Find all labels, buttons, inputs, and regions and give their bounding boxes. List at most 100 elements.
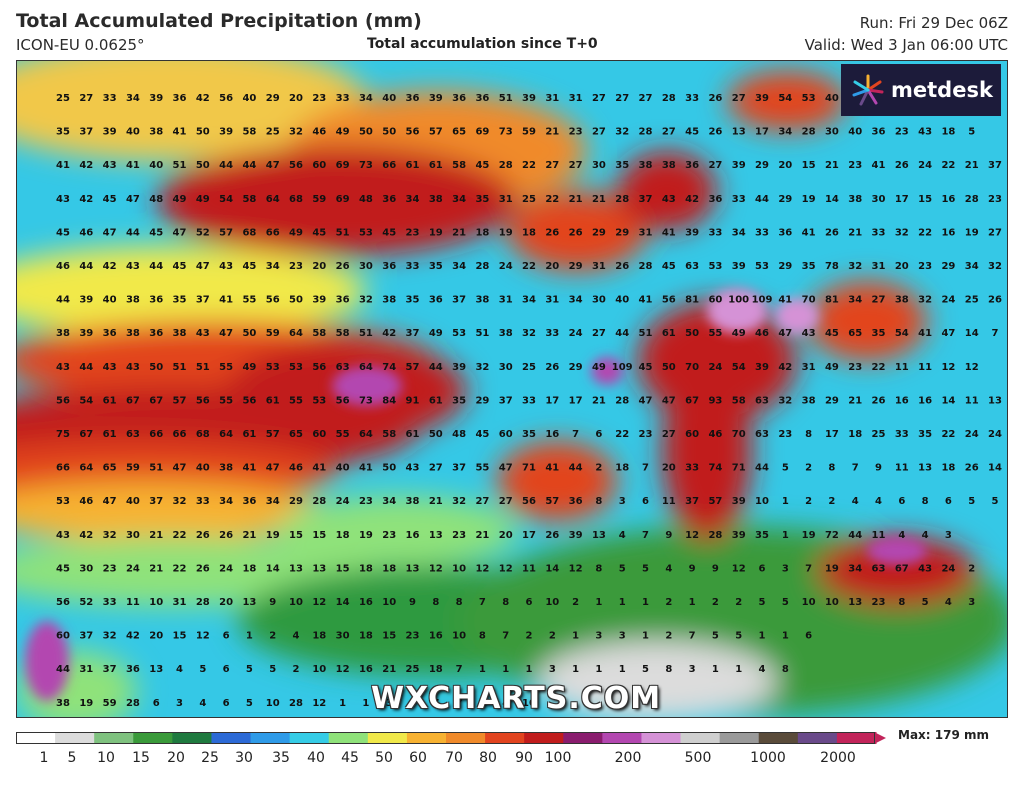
precip-value: 40 xyxy=(196,463,210,474)
precip-value: 56 xyxy=(522,496,536,507)
precip-value: 57 xyxy=(219,227,233,238)
precip-value: 45 xyxy=(475,429,489,440)
precip-value: 6 xyxy=(805,631,812,642)
precip-value: 32 xyxy=(615,127,629,138)
precip-value: 73 xyxy=(359,395,373,406)
precip-value: 39 xyxy=(685,227,699,238)
scale-segment xyxy=(406,732,447,744)
scale-segment xyxy=(94,732,134,744)
precip-value: 39 xyxy=(732,261,746,272)
precip-value: 64 xyxy=(266,194,280,205)
precip-value: 47 xyxy=(219,328,233,339)
precip-value: 50 xyxy=(196,127,210,138)
precip-value: 48 xyxy=(359,194,373,205)
precip-value: 73 xyxy=(359,160,373,171)
precip-value: 33 xyxy=(685,463,699,474)
precip-value: 33 xyxy=(522,395,536,406)
precip-value: 23 xyxy=(872,597,886,608)
precip-value: 30 xyxy=(592,295,606,306)
precip-value: 47 xyxy=(126,194,140,205)
precip-value: 26 xyxy=(569,227,583,238)
precip-value: 47 xyxy=(778,328,792,339)
precip-value: 45 xyxy=(382,227,396,238)
precip-value: 1 xyxy=(526,664,533,675)
precip-value: 47 xyxy=(196,261,210,272)
precip-value: 57 xyxy=(429,127,443,138)
precip-value: 56 xyxy=(312,362,326,373)
precip-value: 23 xyxy=(778,429,792,440)
precip-value: 7 xyxy=(805,563,812,574)
precip-value: 24 xyxy=(941,295,955,306)
precip-value: 9 xyxy=(875,463,882,474)
precip-value: 59 xyxy=(522,127,536,138)
precip-value: 42 xyxy=(79,194,93,205)
precip-value: 43 xyxy=(126,261,140,272)
precip-value: 71 xyxy=(732,463,746,474)
precip-value: 41 xyxy=(173,127,187,138)
precip-value: 36 xyxy=(149,328,163,339)
precip-value: 72 xyxy=(825,530,839,541)
precip-value: 60 xyxy=(312,429,326,440)
precip-value: 38 xyxy=(475,295,489,306)
precip-value: 23 xyxy=(312,93,326,104)
precip-value: 36 xyxy=(382,194,396,205)
precip-value: 31 xyxy=(802,362,816,373)
precip-value: 50 xyxy=(242,328,256,339)
precip-value: 22 xyxy=(918,227,932,238)
precip-value: 2 xyxy=(572,597,579,608)
precip-value: 45 xyxy=(173,261,187,272)
precip-value: 40 xyxy=(848,127,862,138)
precip-value: 18 xyxy=(429,664,443,675)
scale-tick-label: 100 xyxy=(544,750,572,766)
precip-value: 33 xyxy=(872,227,886,238)
precip-value: 38 xyxy=(173,328,187,339)
precip-value: 28 xyxy=(639,127,653,138)
precip-value: 56 xyxy=(56,597,70,608)
precip-value: 51 xyxy=(359,328,373,339)
precip-value: 36 xyxy=(149,295,163,306)
precip-value: 38 xyxy=(406,496,420,507)
precip-value: 25 xyxy=(266,127,280,138)
scale-arrow xyxy=(874,732,886,744)
precip-value: 93 xyxy=(708,395,722,406)
precip-value: 66 xyxy=(266,227,280,238)
precip-value: 43 xyxy=(56,362,70,373)
precip-value: 59 xyxy=(312,194,326,205)
precip-value: 40 xyxy=(825,93,839,104)
precip-value: 34 xyxy=(732,227,746,238)
precip-value: 33 xyxy=(103,597,117,608)
precipitation-map[interactable]: 25 27 33 34 39 36 42 56 40 29 20 23 33 34 40 36 39 36 36 51… xyxy=(16,60,1008,718)
precip-value: 28 xyxy=(312,496,326,507)
precip-value: 4 xyxy=(852,496,859,507)
precip-value: 6 xyxy=(595,429,602,440)
precip-value: 38 xyxy=(126,295,140,306)
precip-value: 5 xyxy=(642,563,649,574)
precip-value: 65 xyxy=(848,328,862,339)
precip-value: 55 xyxy=(219,395,233,406)
precip-value: 23 xyxy=(918,261,932,272)
precip-value: 70 xyxy=(685,362,699,373)
precip-value: 30 xyxy=(359,261,373,272)
precip-value: 5 xyxy=(782,463,789,474)
precip-value: 57 xyxy=(545,496,559,507)
precip-value: 2 xyxy=(526,631,533,642)
precip-value: 69 xyxy=(475,127,489,138)
precip-value: 44 xyxy=(56,295,70,306)
precip-value: 28 xyxy=(639,261,653,272)
precip-value: 27 xyxy=(615,93,629,104)
precip-value: 1 xyxy=(572,664,579,675)
precip-value: 3 xyxy=(595,631,602,642)
precip-value: 70 xyxy=(802,295,816,306)
precip-value: 19 xyxy=(965,227,979,238)
precip-value: 51 xyxy=(196,362,210,373)
precip-value: 53 xyxy=(289,362,303,373)
precip-value: 1 xyxy=(782,631,789,642)
precip-value: 42 xyxy=(103,261,117,272)
precip-value: 54 xyxy=(79,395,93,406)
precip-value: 43 xyxy=(918,127,932,138)
precip-value: 33 xyxy=(545,328,559,339)
precip-value: 38 xyxy=(499,328,513,339)
precip-value: 21 xyxy=(545,127,559,138)
precip-value: 45 xyxy=(56,227,70,238)
precip-value: 31 xyxy=(173,597,187,608)
